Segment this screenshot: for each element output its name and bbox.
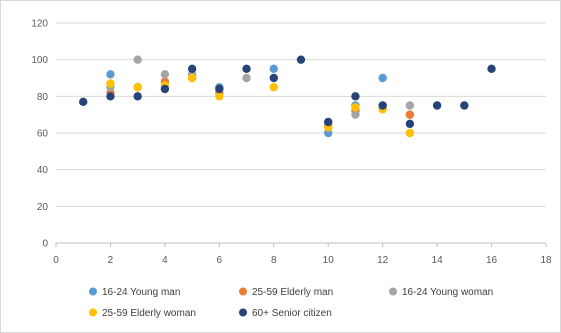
data-point-series-4 [460,101,469,110]
y-tick-label: 40 [37,165,49,176]
data-point-series-4 [432,101,442,110]
data-point-series-3 [187,73,197,83]
x-tick-label: 6 [217,255,223,266]
legend-marker [89,287,97,296]
legend-marker [389,287,397,296]
data-point-series-0 [106,70,115,79]
x-tick-label: 4 [162,255,168,266]
data-point-series-4 [269,73,278,83]
data-point-series-4 [296,55,306,64]
data-point-series-1 [405,110,415,119]
legend-marker [89,308,97,317]
legend-label: 25-59 Elderly woman [102,308,196,319]
data-point-series-4 [324,117,333,127]
data-point-series-3 [405,128,415,138]
data-point-series-4 [351,92,360,101]
data-point-series-4 [242,64,251,74]
data-point-series-3 [351,103,360,112]
data-point-series-3 [133,82,142,92]
data-point-series-4 [79,97,88,107]
data-point-series-4 [106,92,115,101]
data-point-series-2 [405,101,415,110]
y-tick-label: 120 [31,19,48,30]
x-tick-label: 16 [486,255,498,266]
data-point-series-3 [106,79,115,88]
legend-label: 60+ Senior citizen [252,308,332,319]
y-tick-label: 60 [37,129,49,140]
data-point-series-2 [133,55,142,64]
legend-label: 25-59 Elderly man [252,287,333,298]
data-point-series-4 [160,84,170,94]
legend-marker [239,308,247,317]
x-tick-label: 14 [432,255,444,266]
data-point-series-4 [378,101,387,110]
x-tick-label: 0 [53,255,59,266]
data-point-series-0 [269,64,278,74]
data-point-series-4 [487,64,496,74]
legend-marker [239,287,247,296]
y-tick-label: 80 [37,92,49,103]
y-tick-label: 100 [31,55,48,66]
x-tick-label: 10 [323,255,335,266]
x-tick-label: 12 [377,255,389,266]
data-point-series-3 [215,92,224,101]
legend-label: 16-24 Young woman [402,287,493,298]
x-tick-label: 18 [540,255,552,266]
data-point-series-3 [269,82,278,92]
data-point-series-2 [351,110,360,119]
data-point-series-4 [215,84,224,94]
x-tick-label: 2 [108,255,114,266]
legend-label: 16-24 Young man [102,287,180,298]
y-tick-label: 20 [37,202,49,213]
data-point-series-2 [242,73,251,83]
x-tick-label: 8 [271,255,277,266]
data-point-series-0 [378,73,387,83]
y-tick-label: 0 [42,239,48,250]
data-point-series-4 [133,92,142,101]
data-point-series-4 [187,64,197,74]
data-point-series-4 [405,119,415,129]
data-point-series-2 [160,70,170,79]
